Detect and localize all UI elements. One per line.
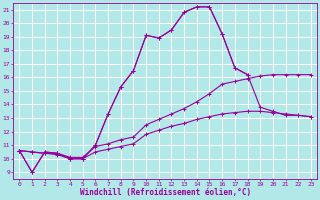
X-axis label: Windchill (Refroidissement éolien,°C): Windchill (Refroidissement éolien,°C) [80,188,251,197]
